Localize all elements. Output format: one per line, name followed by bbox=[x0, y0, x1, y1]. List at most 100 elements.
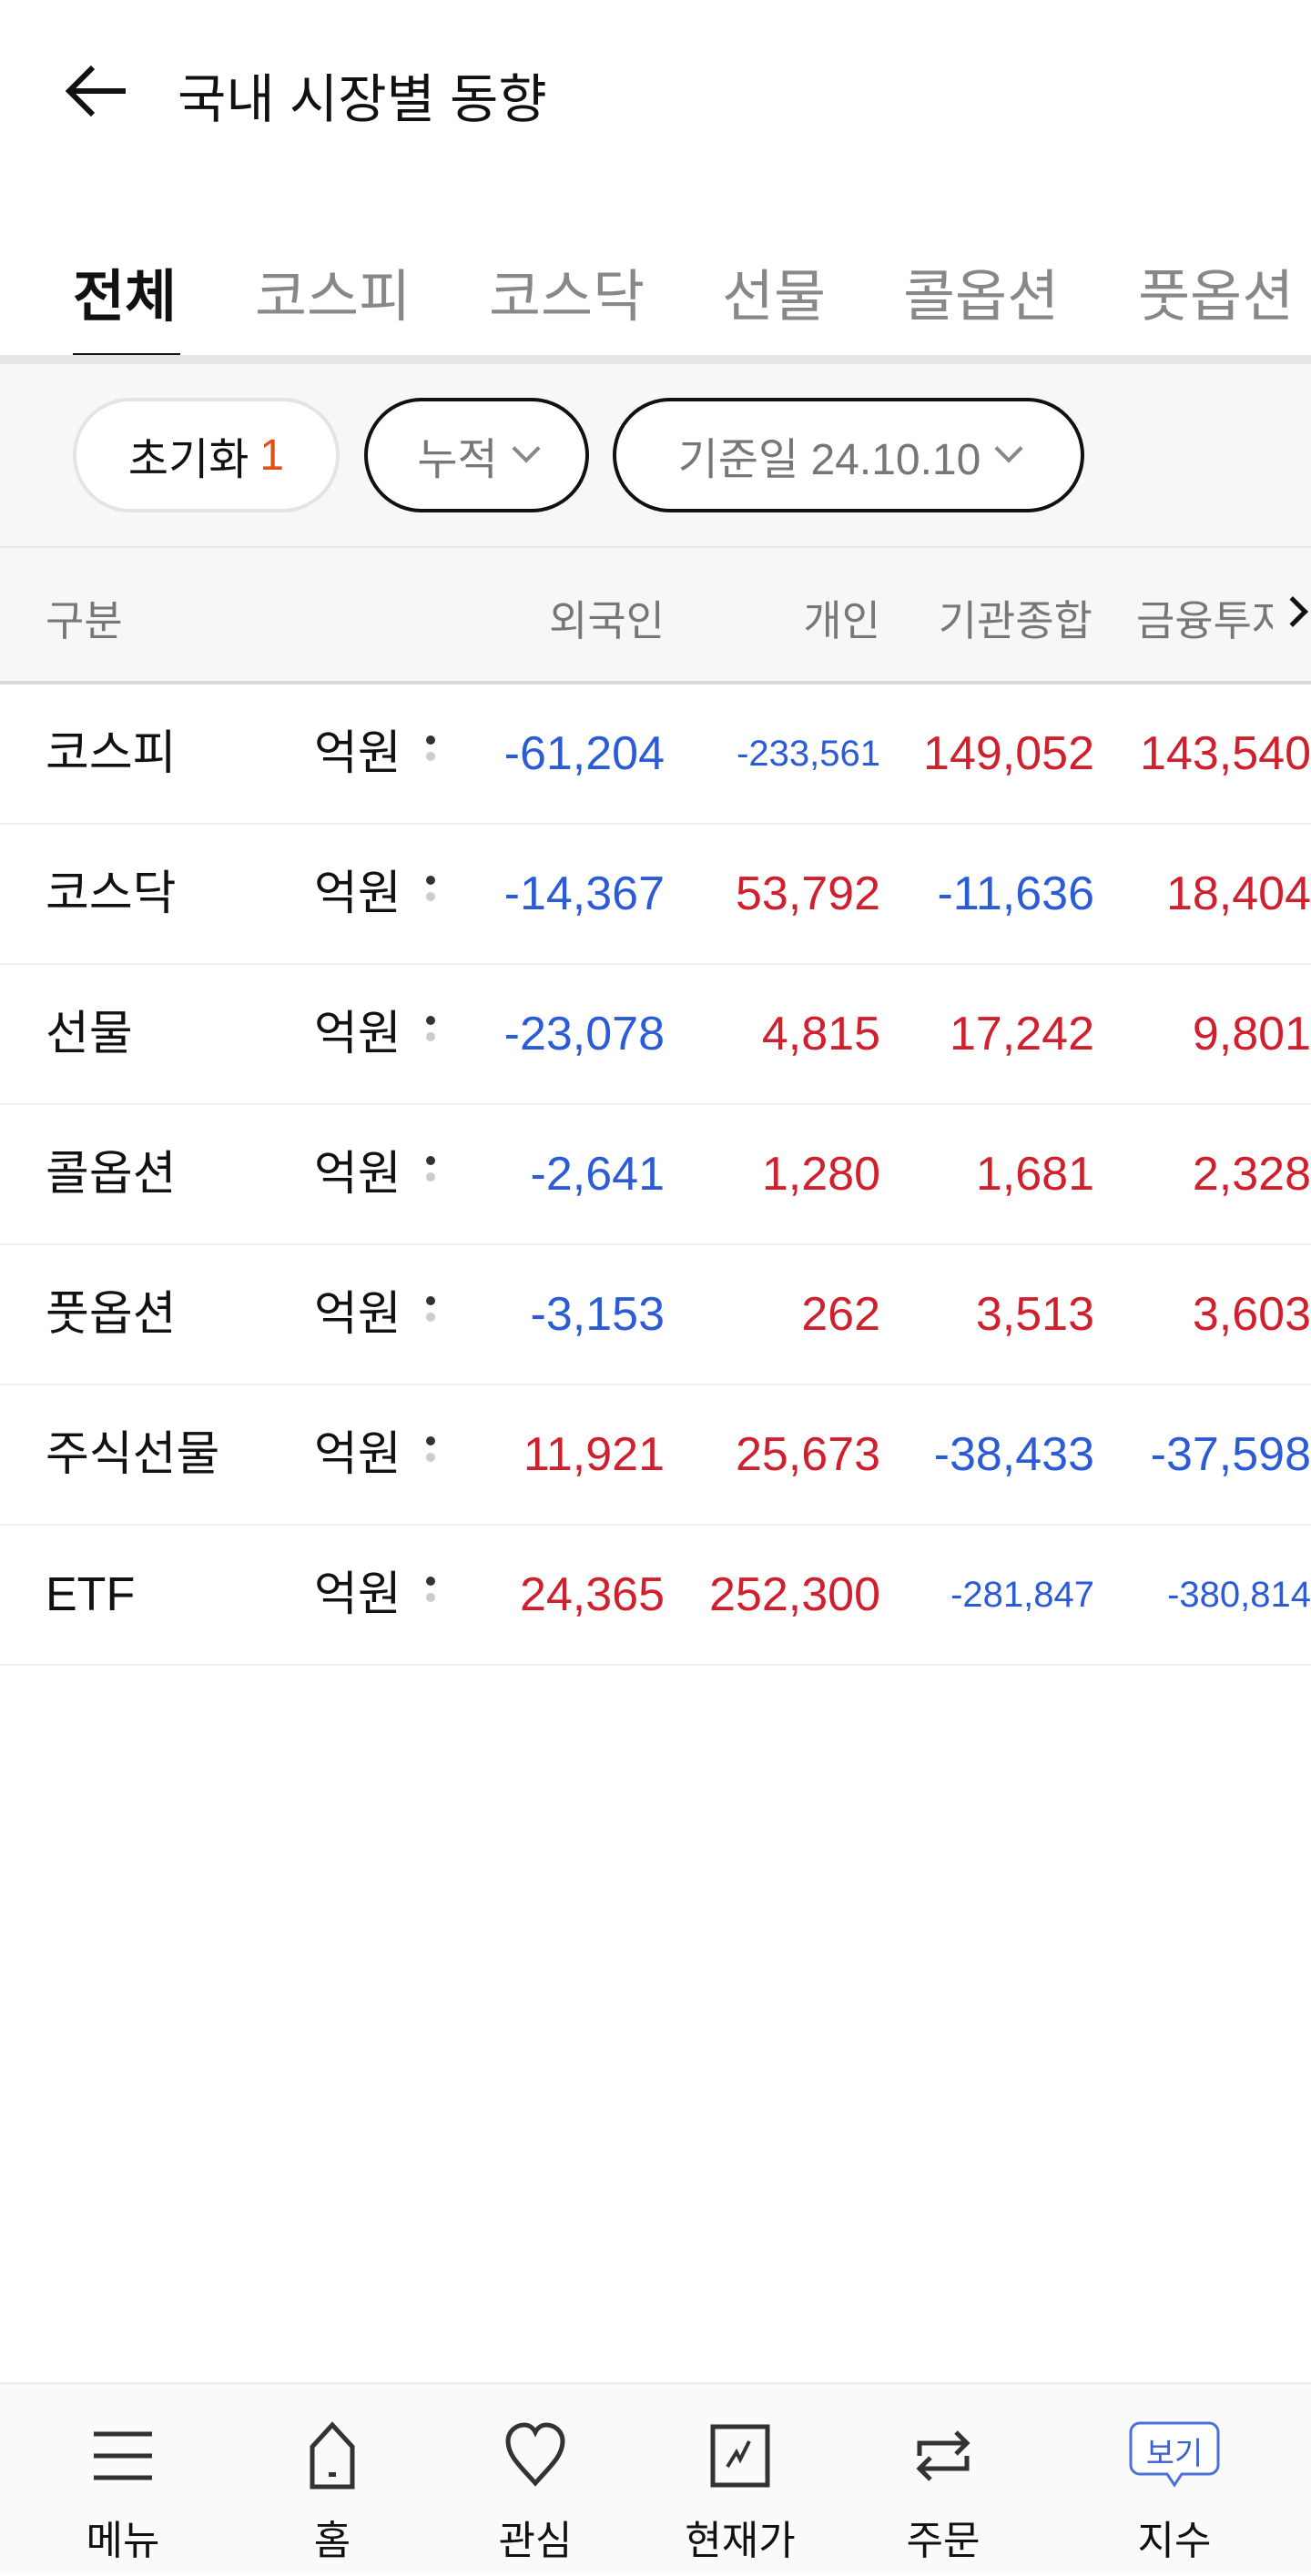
cell-value: 4,815 bbox=[761, 1008, 880, 1060]
bottom-nav: 메뉴 홈 관심 현재가 주문 보기 지수 bbox=[0, 2382, 1311, 2573]
nav-menu[interactable]: 메뉴 bbox=[14, 2385, 232, 2576]
cell-value: 3,603 bbox=[1192, 1288, 1311, 1341]
cell-value: 53,792 bbox=[735, 867, 880, 920]
cell-value: 252,300 bbox=[709, 1568, 880, 1621]
row-unit: 억원 bbox=[314, 1148, 401, 1201]
page-title: 국내 시장별 동향 bbox=[178, 70, 547, 129]
nav-current-price[interactable]: 현재가 bbox=[631, 2385, 849, 2576]
col-foreign[interactable]: 외국인 bbox=[549, 597, 665, 644]
row-unit: 억원 bbox=[314, 1288, 401, 1341]
table-row[interactable]: 코스피 억원 -61,204 -233,561 149,052 143,540 bbox=[0, 685, 1311, 825]
row-unit: 억원 bbox=[314, 867, 401, 920]
table-row[interactable]: 코스닥 억원 -14,367 53,792 -11,636 18,404 bbox=[0, 825, 1311, 965]
nav-label: 현재가 bbox=[685, 2519, 796, 2563]
reset-count: 1 bbox=[259, 431, 285, 480]
index-badge: 보기 bbox=[1145, 2437, 1204, 2471]
table-row[interactable]: 주식선물 억원 11,921 25,673 -38,433 -37,598 bbox=[0, 1385, 1311, 1526]
row-unit: 억원 bbox=[314, 727, 401, 780]
row-unit: 억원 bbox=[314, 1008, 401, 1060]
cell-value: 17,242 bbox=[949, 1008, 1094, 1060]
cell-value: 149,052 bbox=[923, 727, 1094, 780]
row-label: 코스닥 bbox=[46, 867, 177, 920]
cell-value: 143,540 bbox=[1140, 727, 1311, 780]
swap-icon bbox=[916, 2430, 971, 2481]
chevron-down-icon bbox=[994, 434, 1023, 463]
more-dots-icon[interactable] bbox=[426, 1156, 437, 1192]
col-individual[interactable]: 개인 bbox=[803, 597, 880, 644]
row-label: 풋옵션 bbox=[46, 1288, 177, 1341]
chart-icon bbox=[710, 2424, 770, 2488]
tab-kosdaq[interactable]: 코스닥 bbox=[489, 266, 645, 329]
col-institution[interactable]: 기관종합 bbox=[938, 597, 1092, 644]
cell-value: 9,801 bbox=[1192, 1008, 1311, 1060]
cell-value: 1,280 bbox=[761, 1148, 880, 1201]
cell-value: 25,673 bbox=[735, 1428, 880, 1481]
cell-value: 24,365 bbox=[519, 1568, 665, 1621]
more-dots-icon[interactable] bbox=[426, 1296, 437, 1333]
more-dots-icon[interactable] bbox=[426, 1436, 437, 1473]
heart-icon bbox=[505, 2422, 565, 2487]
chevron-right-icon[interactable] bbox=[1277, 596, 1308, 627]
tab-bar: 전체 코스피 코스닥 선물 콜옵션 풋옵션 bbox=[0, 237, 1311, 364]
cell-value: -37,598 bbox=[1150, 1428, 1311, 1481]
cell-value: 262 bbox=[801, 1288, 880, 1341]
home-icon bbox=[310, 2421, 355, 2490]
cell-value: 18,404 bbox=[1165, 867, 1311, 920]
nav-watchlist[interactable]: 관심 bbox=[426, 2385, 645, 2576]
row-label: 선물 bbox=[46, 1008, 133, 1060]
table-row[interactable]: 풋옵션 억원 -3,153 262 3,513 3,603 bbox=[0, 1245, 1311, 1385]
menu-icon bbox=[94, 2431, 152, 2480]
table-row[interactable]: 콜옵션 억원 -2,641 1,280 1,681 2,328 bbox=[0, 1105, 1311, 1245]
mode-label: 누적 bbox=[417, 436, 498, 484]
cell-value: -281,847 bbox=[950, 1575, 1094, 1615]
cell-value: -3,153 bbox=[530, 1288, 665, 1341]
header: 국내 시장별 동향 bbox=[0, 0, 1311, 182]
more-dots-icon[interactable] bbox=[426, 1016, 437, 1052]
cell-value: -23,078 bbox=[503, 1008, 665, 1060]
nav-order[interactable]: 주문 bbox=[834, 2385, 1052, 2576]
nav-index[interactable]: 보기 지수 bbox=[1065, 2385, 1284, 2576]
tab-put-option[interactable]: 풋옵션 bbox=[1138, 266, 1295, 329]
cell-value: -233,561 bbox=[737, 734, 880, 774]
row-unit: 억원 bbox=[314, 1568, 401, 1621]
row-label: ETF bbox=[46, 1568, 136, 1621]
divider bbox=[0, 355, 1311, 364]
speech-bubble-icon bbox=[1129, 2421, 1220, 2488]
col-category: 구분 bbox=[46, 597, 123, 644]
tab-call-option[interactable]: 콜옵션 bbox=[903, 266, 1060, 329]
reset-label: 초기화 bbox=[127, 436, 249, 484]
cell-value: 3,513 bbox=[975, 1288, 1094, 1341]
reset-button[interactable]: 초기화 1 bbox=[73, 398, 340, 512]
cell-value: 11,921 bbox=[523, 1428, 665, 1481]
row-label: 콜옵션 bbox=[46, 1148, 177, 1201]
nav-label: 관심 bbox=[498, 2519, 573, 2563]
cell-value: -38,433 bbox=[933, 1428, 1094, 1481]
nav-label: 주문 bbox=[906, 2519, 981, 2563]
more-dots-icon[interactable] bbox=[426, 735, 437, 772]
cell-value: -61,204 bbox=[503, 727, 665, 780]
row-unit: 억원 bbox=[314, 1428, 401, 1481]
nav-label: 지수 bbox=[1137, 2519, 1212, 2563]
cell-value: 1,681 bbox=[975, 1148, 1094, 1201]
table-row[interactable]: 선물 억원 -23,078 4,815 17,242 9,801 bbox=[0, 965, 1311, 1105]
nav-label: 홈 bbox=[313, 2519, 351, 2563]
table-row[interactable]: ETF 억원 24,365 252,300 -281,847 -380,814 bbox=[0, 1526, 1311, 1666]
cell-value: -14,367 bbox=[503, 867, 665, 920]
tab-futures[interactable]: 선물 bbox=[722, 266, 827, 329]
cell-value: 2,328 bbox=[1192, 1148, 1311, 1201]
col-financial-investment[interactable]: 금융투자 bbox=[1136, 597, 1273, 644]
mode-dropdown[interactable]: 누적 bbox=[364, 398, 589, 512]
row-label: 코스피 bbox=[46, 727, 177, 780]
cell-value: -2,641 bbox=[530, 1148, 665, 1201]
tab-all[interactable]: 전체 bbox=[73, 266, 178, 329]
cell-value: -380,814 bbox=[1167, 1575, 1311, 1615]
tab-kospi[interactable]: 코스피 bbox=[255, 266, 412, 329]
more-dots-icon[interactable] bbox=[426, 1577, 437, 1613]
date-dropdown[interactable]: 기준일 24.10.10 bbox=[613, 398, 1084, 512]
arrow-left-icon[interactable] bbox=[62, 64, 131, 118]
more-dots-icon[interactable] bbox=[426, 876, 437, 912]
nav-home[interactable]: 홈 bbox=[223, 2385, 442, 2576]
nav-label: 메뉴 bbox=[86, 2519, 160, 2563]
table-header: 구분 외국인 개인 기관종합 금융투자 bbox=[0, 546, 1311, 685]
filter-bar: 초기화 1 누적 기준일 24.10.10 bbox=[0, 364, 1311, 546]
